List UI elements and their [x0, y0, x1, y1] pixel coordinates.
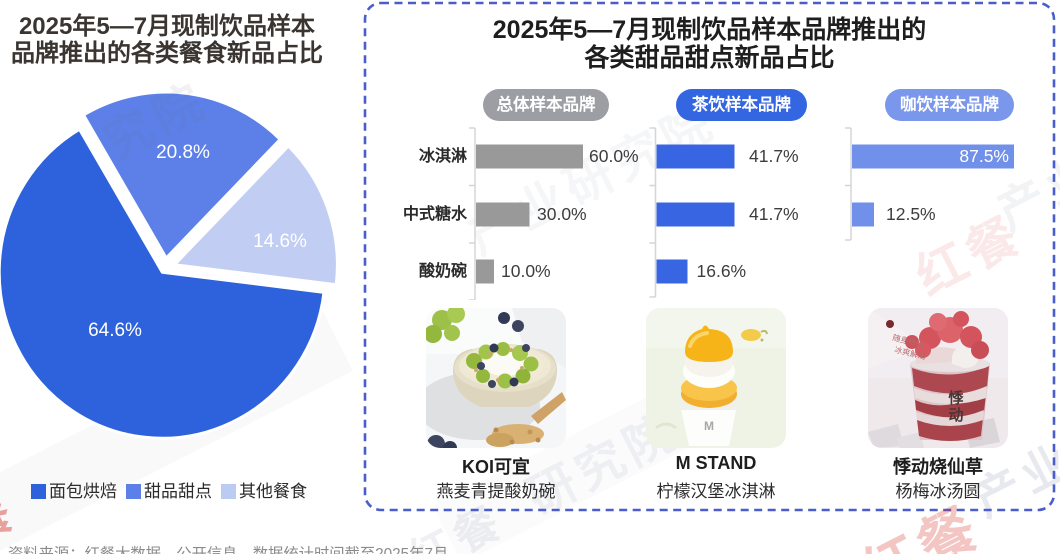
svg-text:87.5%: 87.5%	[959, 146, 1009, 166]
svg-text:41.7%: 41.7%	[749, 204, 799, 224]
svg-text:中式糖水: 中式糖水	[403, 204, 468, 223]
svg-text:14.6%: 14.6%	[253, 231, 307, 252]
svg-text:冰淇淋: 冰淇淋	[419, 146, 467, 165]
svg-text:64.6%: 64.6%	[88, 320, 142, 341]
svg-text:12.5%: 12.5%	[886, 204, 936, 224]
svg-text:41.7%: 41.7%	[749, 146, 799, 166]
svg-text:16.6%: 16.6%	[697, 261, 747, 281]
svg-text:20.8%: 20.8%	[156, 142, 210, 163]
svg-text:悸: 悸	[948, 389, 964, 407]
svg-text:M: M	[704, 419, 714, 433]
svg-text:60.0%: 60.0%	[589, 146, 639, 166]
svg-text:30.0%: 30.0%	[537, 204, 587, 224]
svg-text:动: 动	[948, 406, 963, 424]
svg-text:10.0%: 10.0%	[501, 261, 551, 281]
svg-text:酸奶碗: 酸奶碗	[419, 261, 467, 280]
